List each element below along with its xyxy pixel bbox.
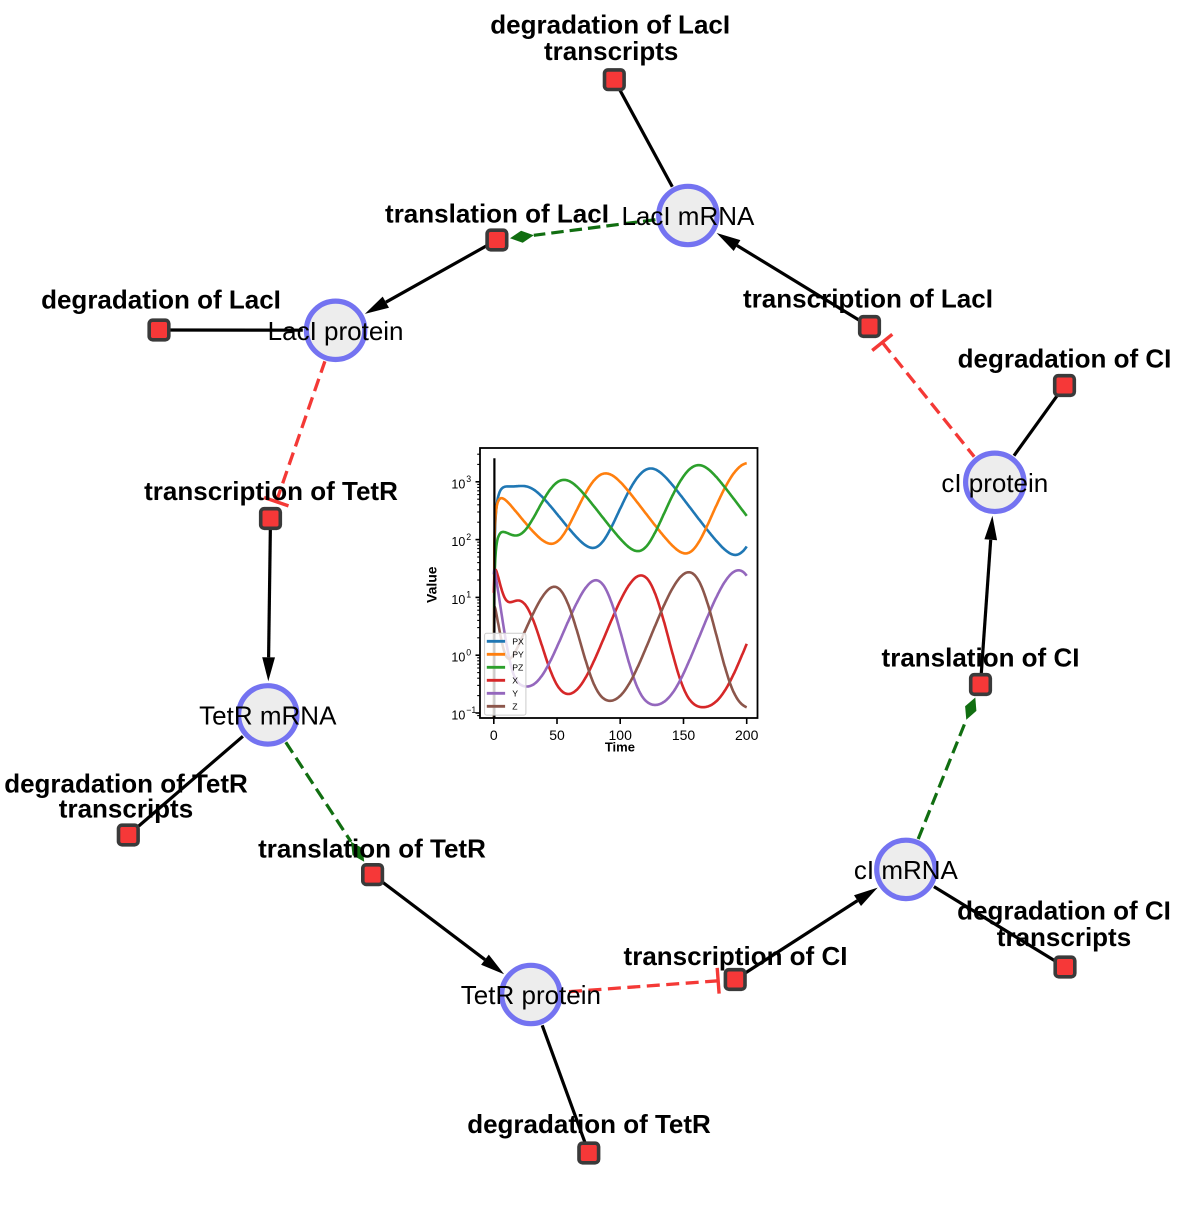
svg-text:transcription of CI: transcription of CI	[624, 941, 848, 971]
svg-text:translation of LacI: translation of LacI	[385, 198, 609, 228]
svg-text:transcripts: transcripts	[997, 922, 1131, 952]
svg-text:degradation of CI: degradation of CI	[958, 344, 1172, 374]
svg-text:PY: PY	[512, 649, 524, 659]
svg-text:LacI mRNA: LacI mRNA	[621, 201, 755, 231]
svg-text:LacI protein: LacI protein	[268, 316, 404, 346]
svg-text:X: X	[512, 675, 518, 685]
svg-text:cI protein: cI protein	[941, 468, 1048, 498]
svg-text:150: 150	[672, 727, 696, 743]
svg-text:10: 10	[451, 651, 465, 665]
svg-text:transcription of LacI: transcription of LacI	[743, 284, 993, 314]
svg-text:translation of TetR: translation of TetR	[258, 833, 486, 863]
svg-text:PX: PX	[512, 636, 524, 646]
svg-text:1: 1	[466, 590, 471, 600]
svg-text:cI mRNA: cI mRNA	[854, 855, 959, 885]
svg-text:10: 10	[451, 535, 465, 549]
svg-text:degradation of LacI: degradation of LacI	[490, 9, 730, 39]
svg-text:10: 10	[451, 593, 465, 607]
svg-text:Time: Time	[605, 740, 635, 755]
svg-text:−1: −1	[466, 705, 476, 715]
svg-text:translation of CI: translation of CI	[882, 643, 1080, 673]
svg-text:10: 10	[451, 709, 465, 723]
svg-text:10: 10	[451, 477, 465, 491]
svg-text:50: 50	[549, 727, 565, 743]
svg-text:3: 3	[466, 474, 471, 484]
svg-text:PZ: PZ	[512, 662, 524, 672]
svg-text:degradation of CI: degradation of CI	[957, 895, 1171, 925]
svg-text:TetR mRNA: TetR mRNA	[199, 701, 337, 731]
svg-text:TetR protein: TetR protein	[461, 980, 601, 1010]
svg-text:transcripts: transcripts	[544, 36, 678, 66]
svg-text:0: 0	[466, 647, 471, 657]
svg-text:Value: Value	[424, 566, 440, 603]
svg-text:transcripts: transcripts	[59, 794, 193, 824]
svg-text:2: 2	[466, 532, 471, 542]
svg-text:200: 200	[735, 727, 759, 743]
svg-text:transcription of TetR: transcription of TetR	[144, 476, 398, 506]
svg-text:Z: Z	[512, 701, 518, 711]
svg-text:0: 0	[490, 727, 498, 743]
svg-text:Y: Y	[512, 688, 518, 698]
svg-text:degradation of LacI: degradation of LacI	[41, 285, 281, 315]
svg-text:degradation of TetR: degradation of TetR	[467, 1109, 711, 1139]
